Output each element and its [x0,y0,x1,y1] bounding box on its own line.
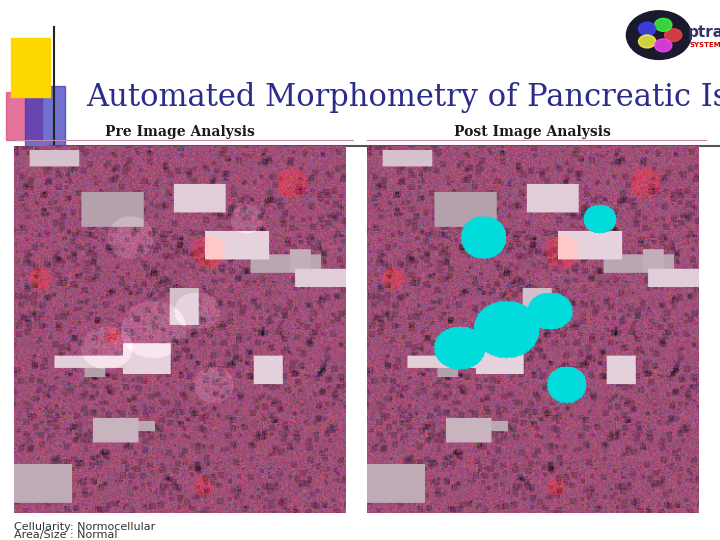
Bar [25,86,65,157]
Text: Post Image Analysis: Post Image Analysis [454,125,611,139]
Bar [11,38,50,97]
Circle shape [639,22,656,35]
Bar [6,92,42,140]
Text: SYSTEMS: SYSTEMS [690,42,720,49]
Circle shape [626,11,691,59]
Circle shape [639,35,656,48]
Text: Automated Morphometry of Pancreatic Islet cells: Automated Morphometry of Pancreatic Isle… [86,82,720,113]
Text: Pre Image Analysis: Pre Image Analysis [105,125,255,139]
Circle shape [654,39,672,52]
Circle shape [665,29,682,42]
Circle shape [654,18,672,31]
Text: ptra: ptra [688,25,720,40]
Text: Area/Size : Normal: Area/Size : Normal [14,530,118,539]
Text: Cellularity: Normocellular: Cellularity: Normocellular [14,522,156,531]
